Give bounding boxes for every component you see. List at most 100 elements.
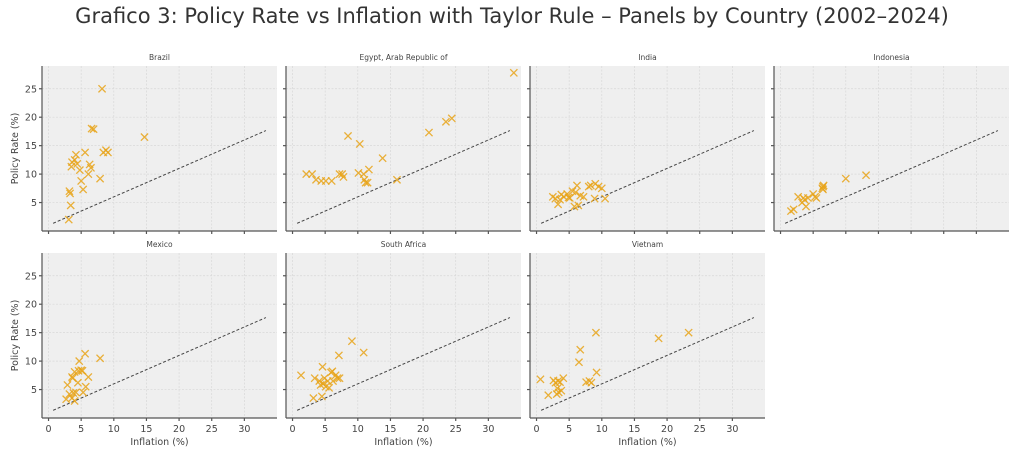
data-point-egypt-arab-republic-of [441,117,450,126]
data-point-indonesia [812,193,821,203]
y-tick-label: 20 [25,113,37,124]
data-point-india [554,200,563,209]
data-point-india [586,181,595,190]
x-axis-label: Inflation (%) [618,437,676,448]
data-point-indonesia [801,202,811,211]
data-point-brazil [87,124,96,133]
data-point-mexico [78,366,87,375]
panel-background-vietnam [530,253,765,418]
data-point-mexico [69,388,78,398]
panel-title-egypt-arab-republic-of: Egypt, Arab Republic of [359,53,447,62]
y-axis-label: Policy Rate (%) [10,113,21,185]
data-point-brazil [84,170,93,179]
y-tick-label: 15 [25,328,37,339]
data-point-south-africa [309,394,318,403]
data-point-south-africa [318,362,327,371]
data-point-south-africa [335,374,344,383]
data-point-egypt-arab-republic-of [392,175,402,184]
data-point-india [571,188,580,197]
data-point-egypt-arab-republic-of [424,128,434,137]
data-point-india [597,184,606,193]
data-point-mexico [73,378,82,387]
x-tick-label: 0 [290,424,296,435]
data-point-indonesia [818,185,828,194]
x-tick-label: 5 [78,424,84,435]
data-point-india [574,201,583,210]
data-point-south-africa [325,383,334,392]
data-point-vietnam [654,334,663,343]
panel-background-indonesia [774,66,1009,231]
panel-title-mexico: Mexico [146,240,173,249]
data-point-brazil [79,185,88,194]
data-point-brazil [86,163,96,172]
data-point-brazil [73,159,82,168]
data-point-vietnam [536,375,545,384]
data-point-egypt-arab-republic-of [509,68,518,77]
taylor-rule-line [52,317,267,411]
panel-background-brazil [42,66,277,231]
x-tick-label: 15 [140,424,152,435]
x-tick-label: 5 [566,424,572,435]
data-point-egypt-arab-republic-of [335,170,344,179]
x-tick-label: 30 [238,424,250,435]
panel-title-south-africa: South Africa [381,240,427,249]
x-tick-label: 15 [628,424,640,435]
data-point-brazil [64,215,73,224]
panel-background-egypt-arab-republic-of [286,66,521,231]
x-tick-label: 10 [108,424,120,435]
data-point-egypt-arab-republic-of [321,176,330,185]
taylor-rule-line [784,130,999,224]
data-point-south-africa [359,348,368,357]
x-tick-label: 10 [352,424,364,435]
panel-background-india [530,66,765,231]
data-point-south-africa [317,392,326,401]
data-point-mexico [96,354,105,363]
data-point-south-africa [347,337,356,346]
data-point-brazil [97,84,107,93]
data-point-india [590,194,599,203]
y-tick-label: 5 [31,198,37,209]
data-point-brazil [81,148,90,157]
data-point-south-africa [334,351,343,360]
data-point-india [555,195,565,204]
data-point-brazil [65,187,74,196]
data-point-vietnam [684,328,693,337]
data-point-brazil [96,174,105,183]
data-point-brazil [70,155,79,164]
y-tick-label: 25 [25,84,37,95]
x-tick-label: 15 [384,424,396,435]
data-point-brazil [75,166,84,175]
panel-title-vietnam: Vietnam [632,240,663,249]
data-point-mexico [75,357,84,366]
data-point-indonesia [841,174,850,183]
x-tick-label: 20 [173,424,185,435]
data-point-mexico [79,388,88,397]
data-point-india [579,192,588,201]
data-point-india [601,194,610,203]
x-tick-label: 25 [450,424,462,435]
data-point-vietnam [576,345,585,354]
x-tick-label: 30 [726,424,738,435]
taylor-rule-line [540,317,755,411]
taylor-rule-line [296,317,511,411]
data-point-vietnam [591,328,600,337]
data-point-vietnam [587,378,596,387]
data-point-mexico [84,372,93,382]
data-point-south-africa [296,371,306,380]
data-point-vietnam [544,391,553,400]
panel-title-india: India [638,53,656,62]
x-tick-label: 30 [482,424,494,435]
panel-title-brazil: Brazil [149,53,170,62]
data-point-egypt-arab-republic-of [355,139,364,149]
data-point-india [572,181,582,190]
y-tick-label: 10 [25,170,37,181]
data-point-vietnam [592,368,601,377]
data-point-brazil [89,125,98,134]
data-point-mexico [81,382,90,391]
data-point-south-africa [310,374,319,383]
data-point-egypt-arab-republic-of [447,114,456,123]
data-point-vietnam [557,386,566,395]
data-point-mexico [81,349,90,358]
data-point-indonesia [861,171,871,180]
